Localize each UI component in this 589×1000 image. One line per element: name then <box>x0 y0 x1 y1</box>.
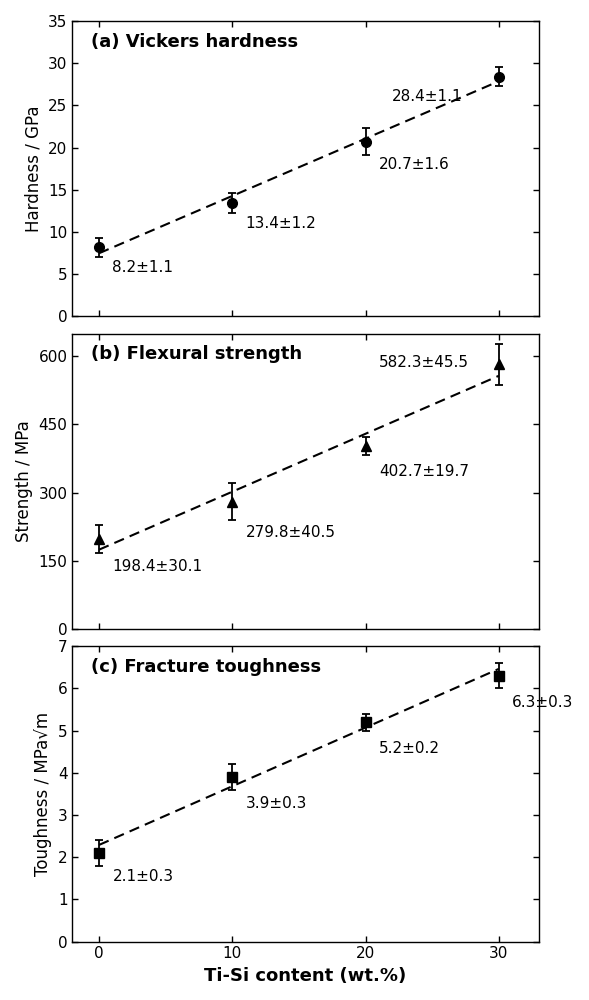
Text: 279.8±40.5: 279.8±40.5 <box>246 525 336 540</box>
Text: (a) Vickers hardness: (a) Vickers hardness <box>91 33 298 51</box>
Y-axis label: Toughness / MPa√m: Toughness / MPa√m <box>34 712 52 876</box>
Text: 8.2±1.1: 8.2±1.1 <box>112 260 173 275</box>
Text: 20.7±1.6: 20.7±1.6 <box>379 157 449 172</box>
Text: 198.4±30.1: 198.4±30.1 <box>112 559 203 574</box>
Y-axis label: Hardness / GPa: Hardness / GPa <box>25 105 42 232</box>
Text: 5.2±0.2: 5.2±0.2 <box>379 741 440 756</box>
Text: 28.4±1.1: 28.4±1.1 <box>392 89 463 104</box>
Text: 582.3±45.5: 582.3±45.5 <box>379 355 469 370</box>
Text: 13.4±1.2: 13.4±1.2 <box>246 216 316 231</box>
X-axis label: Ti-Si content (wt.%): Ti-Si content (wt.%) <box>204 967 406 985</box>
Text: 3.9±0.3: 3.9±0.3 <box>246 796 307 811</box>
Text: 6.3±0.3: 6.3±0.3 <box>512 695 574 710</box>
Text: 2.1±0.3: 2.1±0.3 <box>112 869 174 884</box>
Y-axis label: Strength / MPa: Strength / MPa <box>15 420 33 542</box>
Text: (b) Flexural strength: (b) Flexural strength <box>91 345 302 363</box>
Text: (c) Fracture toughness: (c) Fracture toughness <box>91 658 321 676</box>
Text: 402.7±19.7: 402.7±19.7 <box>379 464 469 479</box>
